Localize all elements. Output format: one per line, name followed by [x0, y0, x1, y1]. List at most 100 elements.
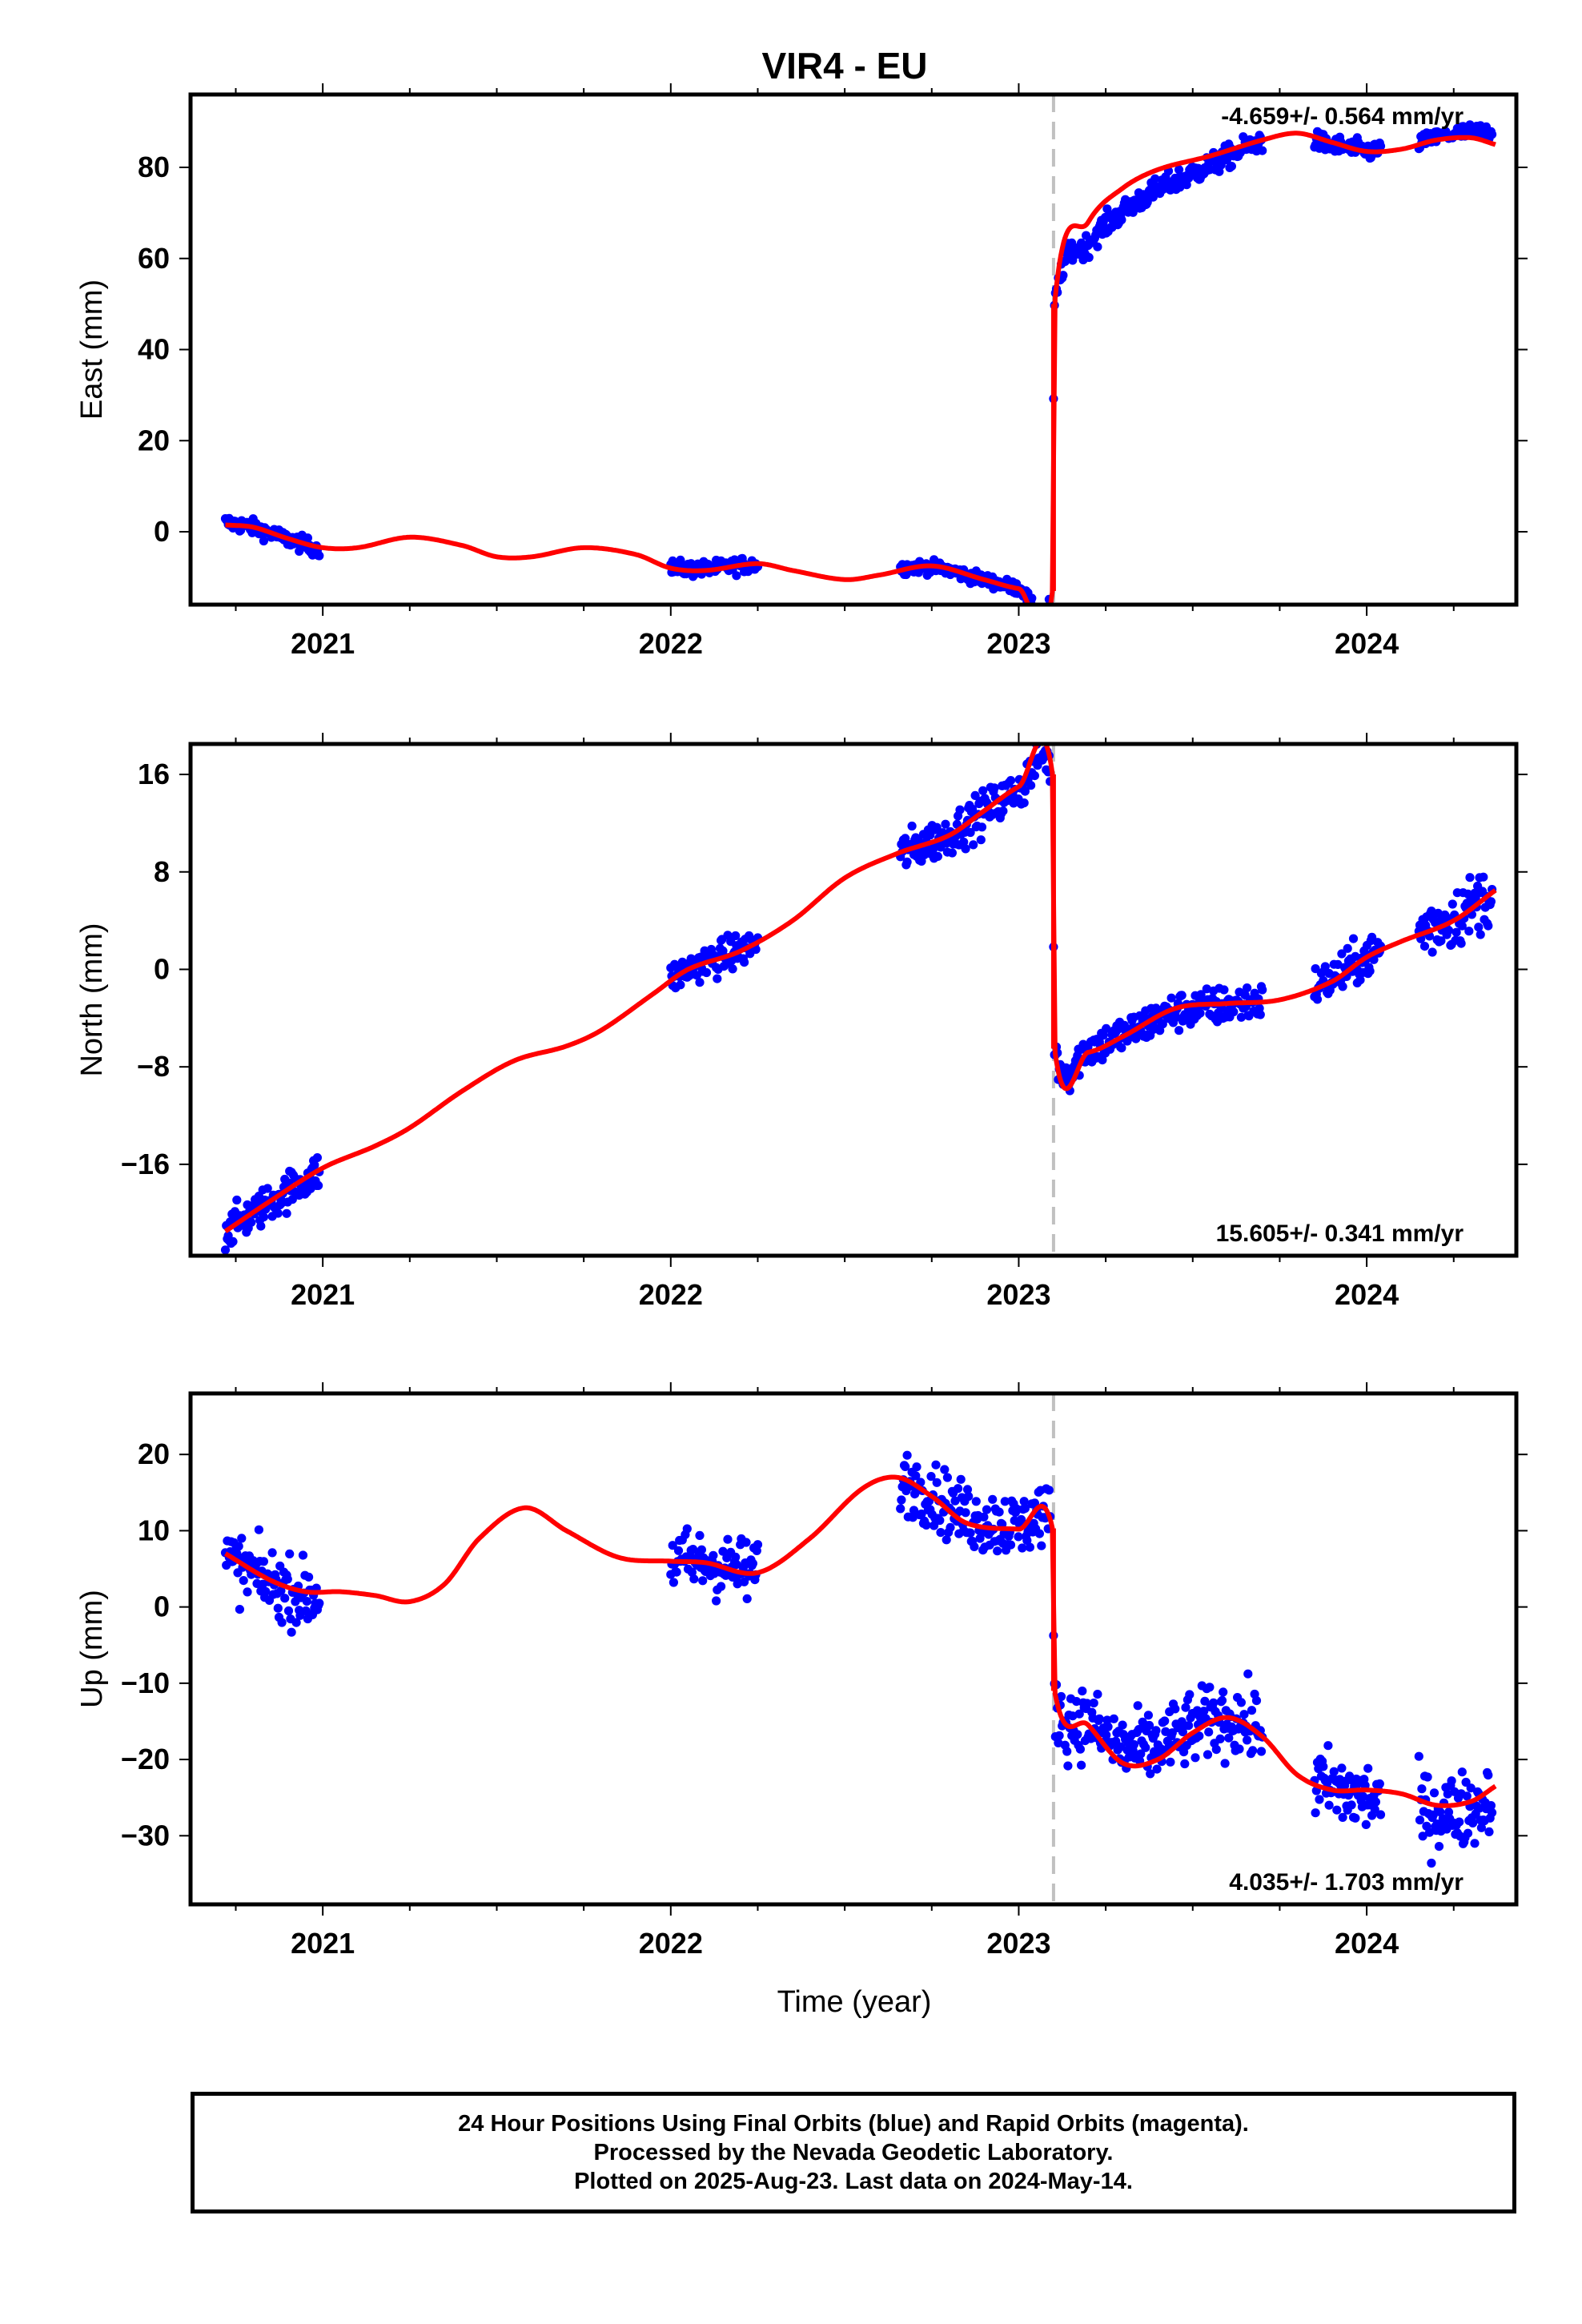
x-tick-label: 2022: [639, 1278, 703, 1311]
data-point: [748, 1558, 758, 1568]
data-point: [1033, 615, 1042, 624]
data-point: [1488, 1807, 1497, 1817]
data-point: [718, 1546, 728, 1556]
data-point: [998, 806, 1008, 816]
data-point: [1476, 1823, 1486, 1832]
data-point: [1204, 1727, 1214, 1737]
data-point: [1202, 984, 1211, 994]
data-point: [1170, 1704, 1180, 1714]
data-point: [243, 1587, 252, 1597]
data-point: [1133, 1701, 1142, 1711]
data-point: [1082, 1699, 1092, 1708]
data-point: [1195, 1008, 1205, 1018]
y-tick-label: 0: [154, 515, 170, 548]
data-point: [1433, 908, 1443, 918]
data-point: [1151, 1726, 1161, 1735]
y-tick-label: −20: [121, 1743, 170, 1775]
data-point: [1324, 1800, 1334, 1810]
data-point: [732, 571, 741, 581]
data-point: [310, 1160, 319, 1170]
data-point: [753, 1540, 763, 1550]
data-point: [1014, 1532, 1023, 1542]
data-point: [1042, 612, 1050, 621]
panel-north: 2021 2022 2023 2024 −16 −8 0 8 16 North (mm) 15.60…: [75, 729, 1528, 1311]
data-point: [959, 837, 969, 847]
data-point: [1054, 1738, 1063, 1747]
data-point: [731, 931, 741, 941]
data-point: [1177, 991, 1186, 1000]
data-point: [1375, 1810, 1386, 1819]
data-point: [1417, 1784, 1427, 1794]
data-point: [280, 1594, 290, 1603]
data-point: [946, 1522, 955, 1532]
data-point: [926, 830, 935, 840]
y-tick-label: 40: [138, 333, 170, 366]
data-point: [1160, 1716, 1170, 1726]
data-point: [287, 1627, 296, 1637]
data-point: [1158, 1019, 1167, 1029]
data-point: [1209, 1698, 1219, 1707]
data-point: [902, 1450, 912, 1460]
footer-line-2: Processed by the Nevada Geodetic Laborat…: [593, 2140, 1114, 2165]
data-point: [902, 857, 912, 866]
data-point: [1025, 1542, 1034, 1552]
data-point: [1036, 617, 1045, 625]
data-point: [954, 1484, 963, 1494]
data-point: [259, 1212, 268, 1222]
y-tick-label: 60: [138, 242, 170, 275]
data-point: [732, 1559, 741, 1570]
x-tick-label: 2024: [1335, 1927, 1399, 1960]
data-point: [1102, 1023, 1111, 1033]
data-point: [701, 967, 712, 978]
data-point: [1363, 1763, 1373, 1773]
data-point: [1375, 1779, 1384, 1789]
data-point: [1486, 1801, 1496, 1811]
data-point: [1185, 1690, 1195, 1699]
data-point: [304, 1572, 314, 1582]
data-point: [1474, 923, 1484, 932]
data-point: [1224, 1733, 1234, 1743]
data-point: [741, 1538, 751, 1547]
data-point: [1222, 155, 1231, 165]
data-point: [713, 974, 722, 983]
x-tick-label: 2021: [291, 627, 355, 660]
panel-up: 2021 2022 2023 2024 −30 −20 −10 0 10 20 Up (mm) 4.0…: [75, 1382, 1528, 1960]
data-point: [1000, 1497, 1010, 1506]
final-orbit-points: [220, 1450, 1497, 1868]
data-point: [1040, 613, 1049, 621]
data-point: [1239, 1710, 1249, 1719]
data-point: [1462, 1791, 1472, 1801]
data-point: [1438, 1814, 1447, 1823]
data-point: [1434, 1842, 1444, 1852]
data-point: [994, 1507, 1004, 1517]
data-point: [933, 851, 942, 861]
data-point: [1036, 729, 1045, 738]
data-point: [932, 822, 942, 832]
data-point: [930, 1521, 939, 1530]
y-tick-label: 0: [154, 952, 170, 985]
data-point: [1072, 1697, 1082, 1707]
data-point: [1247, 1706, 1257, 1715]
data-point: [1178, 1727, 1187, 1737]
y-tick-label: 20: [138, 1437, 170, 1470]
data-point: [1102, 1715, 1112, 1725]
data-point: [673, 1546, 684, 1555]
model-curve: [223, 744, 1497, 1234]
data-point: [1484, 1827, 1494, 1836]
data-point: [1311, 1808, 1320, 1818]
data-point: [1365, 967, 1375, 976]
data-point: [1256, 1747, 1267, 1756]
data-point: [1484, 921, 1493, 931]
data-point: [1423, 1772, 1432, 1782]
data-point: [1018, 1543, 1027, 1553]
data-point: [967, 804, 978, 814]
data-point: [901, 834, 910, 843]
data-point: [932, 1478, 942, 1487]
data-point: [1443, 926, 1454, 935]
panel-frame: [188, 1391, 1519, 1907]
data-point: [1171, 1012, 1181, 1022]
data-point: [942, 1473, 952, 1482]
model-curve: [224, 131, 1497, 605]
data-point: [1166, 1757, 1175, 1767]
data-point: [1038, 614, 1046, 623]
